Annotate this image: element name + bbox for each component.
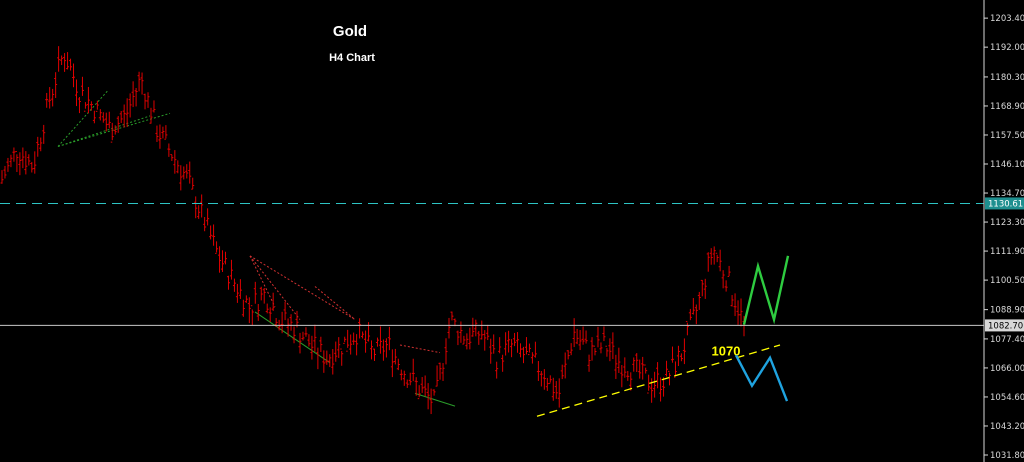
fan-line (249, 255, 356, 320)
axis-tick-label: 1192.00 (990, 43, 1024, 53)
axis-tick-label: 1066.00 (990, 364, 1024, 374)
axis-tick-label: 1100.50 (990, 276, 1024, 286)
axis-tick-label: 1054.60 (990, 393, 1024, 403)
overlays: 1070 (0, 202, 984, 417)
channel-line (414, 392, 456, 407)
price-tag-label: 1130.61 (988, 199, 1023, 209)
axis-tick-label: 1031.80 (990, 451, 1024, 461)
price-axis: 1203.40 1192.00 1180.30 1168.90 1157.50 1146.… (983, 0, 1024, 462)
price-tag-box (985, 197, 1024, 210)
candlestick-bars (0, 46, 746, 415)
axis-tick-label: 1168.90 (990, 102, 1024, 112)
fan-line (57, 115, 151, 147)
axis-tick-label: 1077.40 (990, 335, 1024, 345)
level-1070-label: 1070 (712, 344, 741, 359)
axis-tick-label: 1088.90 (990, 306, 1024, 316)
axis-tick-label: 1157.50 (990, 131, 1024, 141)
axis-tick-label: 1043.20 (990, 422, 1024, 432)
axis-tick-label: 1134.70 (990, 189, 1024, 199)
axis-tick-label: 1123.30 (990, 218, 1024, 228)
chart-subtitle: H4 Chart (329, 52, 375, 64)
bearish-projection-path (734, 354, 789, 402)
price-tag-box (985, 319, 1024, 332)
fan-line (249, 255, 276, 308)
fan-line (57, 90, 109, 147)
chart-title: Gold (333, 23, 367, 40)
fan-line (399, 344, 441, 354)
axis-tick-label: 1203.40 (990, 14, 1024, 24)
axis-tick-label: 1111.90 (990, 247, 1024, 257)
fan-line (314, 286, 356, 320)
support-trendline (536, 344, 781, 417)
bullish-projection-path (742, 255, 790, 325)
price-tag-label: 1082.70 (988, 321, 1023, 331)
axis-tick-label: 1146.10 (990, 160, 1024, 170)
fan-line (249, 255, 301, 320)
axis-tick-label: 1180.30 (990, 73, 1024, 83)
